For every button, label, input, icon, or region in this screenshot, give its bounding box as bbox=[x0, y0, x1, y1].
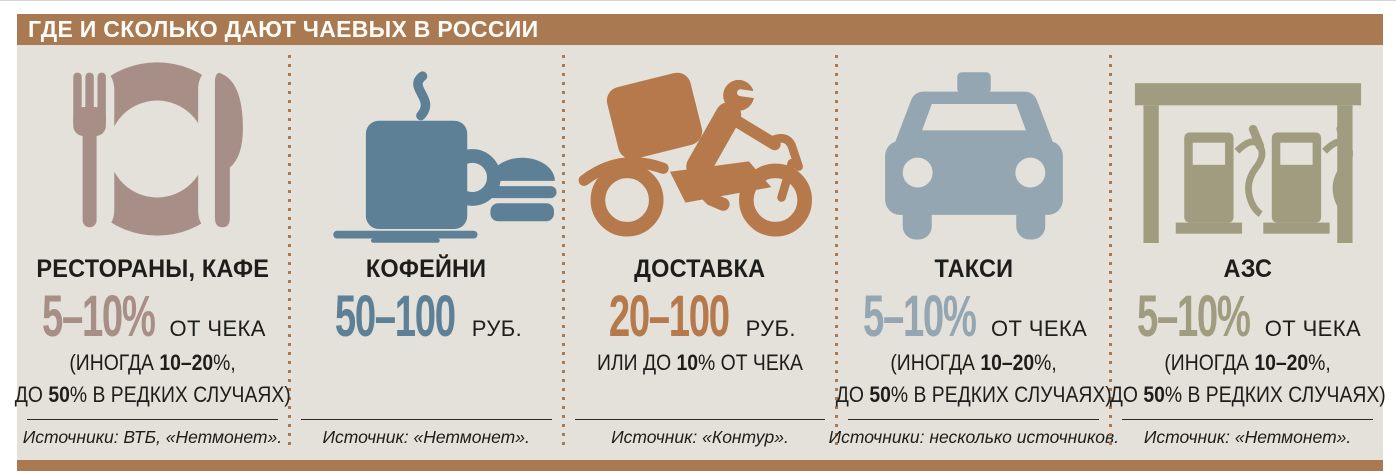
source-divider bbox=[848, 419, 1100, 420]
source-divider bbox=[300, 419, 552, 420]
column-separator bbox=[287, 55, 291, 450]
tip-unit: ОТ ЧЕКА bbox=[990, 316, 1088, 341]
page-title: ГДЕ И СКОЛЬКО ДАЮТ ЧАЕВЫХ В РОССИИ bbox=[28, 16, 539, 42]
tip-note-line: (ИНОГДА 10–20%, bbox=[69, 350, 236, 375]
source-divider bbox=[574, 419, 826, 420]
category-title: АЗС bbox=[1223, 255, 1272, 283]
source-text: Источник: «Нетмонет». bbox=[322, 427, 530, 447]
tip-value: 5–10% bbox=[41, 284, 156, 349]
taxi-car-icon bbox=[884, 72, 1063, 240]
source-text: Источники: ВТБ, «Нетмонет». bbox=[22, 427, 283, 447]
source-text: Источники: несколько источников. bbox=[828, 427, 1119, 447]
tip-value-row: 50–100 РУБ. bbox=[330, 288, 522, 346]
column-separator bbox=[835, 55, 839, 450]
tip-unit: ОТ ЧЕКА bbox=[169, 316, 266, 341]
source-block: Источники: ВТБ, «Нетмонет». bbox=[21, 419, 284, 460]
icon-box bbox=[864, 45, 1084, 243]
coffee-mug-burger-icon bbox=[333, 71, 557, 243]
category-card-coffee: КОФЕЙНИ 50–100 РУБ. Источник: «Нетмонет»… bbox=[291, 45, 562, 460]
tip-value: 20–100 bbox=[608, 284, 730, 349]
tip-value: 5–10% bbox=[1137, 284, 1251, 349]
tip-note-line: ДО 50% В РЕДКИХ СЛУЧАЯХ) bbox=[835, 382, 1112, 408]
tip-value-row: 5–10% ОТ ЧЕКА bbox=[39, 288, 266, 346]
category-card-restaurants: РЕСТОРАНЫ, КАФЕ 5–10% ОТ ЧЕКА (ИНОГДА 10… bbox=[14, 45, 291, 460]
column-separator bbox=[561, 55, 565, 450]
icon-box bbox=[567, 45, 833, 243]
source-block: Источник: «Контур». bbox=[569, 419, 832, 460]
icon-box bbox=[36, 45, 269, 243]
header-bar: ГДЕ И СКОЛЬКО ДАЮТ ЧАЕВЫХ В РОССИИ bbox=[17, 14, 1383, 45]
icon-box bbox=[292, 45, 560, 243]
tip-note-line: (ИНОГДА 10–20%, bbox=[1164, 350, 1331, 375]
tip-value: 5–10% bbox=[863, 284, 977, 349]
tip-value: 50–100 bbox=[335, 284, 456, 349]
category-card-delivery: ДОСТАВКА 20–100 РУБ. ИЛИ ДО 10% ОТ ЧЕКА … bbox=[565, 45, 836, 460]
delivery-motorcycle-icon bbox=[578, 72, 812, 237]
tip-note-line: ДО 50% В РЕДКИХ СЛУЧАЯХ) bbox=[1109, 382, 1386, 408]
tip-value-row: 5–10% ОТ ЧЕКА bbox=[1134, 288, 1361, 346]
icon-box bbox=[1133, 45, 1363, 243]
source-block: Источник: «Нетмонет». bbox=[295, 419, 558, 460]
tip-value-row: 5–10% ОТ ЧЕКА bbox=[860, 288, 1087, 346]
source-block: Источник: «Нетмонет». bbox=[1116, 419, 1379, 460]
category-title: ТАКСИ bbox=[934, 255, 1014, 283]
tip-note-line: ИЛИ ДО 10% ОТ ЧЕКА bbox=[597, 350, 803, 375]
tip-note-line: (ИНОГДА 10–20%, bbox=[890, 350, 1058, 375]
category-title: КОФЕЙНИ bbox=[365, 255, 487, 283]
gas-station-icon bbox=[1134, 83, 1361, 243]
tip-unit: РУБ. bbox=[471, 316, 523, 341]
source-divider bbox=[27, 419, 278, 420]
source-text: Источник: «Нетмонет». bbox=[1143, 427, 1352, 447]
tip-note-line: ДО 50% В РЕДКИХ СЛУЧАЯХ) bbox=[14, 382, 291, 408]
content-board: РЕСТОРАНЫ, КАФЕ 5–10% ОТ ЧЕКА (ИНОГДА 10… bbox=[14, 45, 1386, 460]
column-separator bbox=[1109, 55, 1113, 450]
source-text: Источник: «Контур». bbox=[611, 427, 789, 447]
category-title: РЕСТОРАНЫ, КАФЕ bbox=[36, 255, 269, 283]
category-title: ДОСТАВКА bbox=[634, 255, 766, 283]
source-block: Источники: несколько источников. bbox=[829, 419, 1119, 460]
category-card-gas: АЗС 5–10% ОТ ЧЕКА (ИНОГДА 10–20%, ДО 50%… bbox=[1109, 45, 1386, 460]
tip-unit: ОТ ЧЕКА bbox=[1264, 316, 1362, 341]
plate-fork-knife-icon bbox=[61, 62, 249, 237]
tip-value-row: 20–100 РУБ. bbox=[604, 288, 796, 346]
source-divider bbox=[1122, 419, 1373, 420]
footer-bar bbox=[17, 460, 1383, 471]
category-card-taxi: ТАКСИ 5–10% ОТ ЧЕКА (ИНОГДА 10–20%, ДО 5… bbox=[829, 45, 1119, 460]
tip-unit: РУБ. bbox=[745, 316, 796, 341]
